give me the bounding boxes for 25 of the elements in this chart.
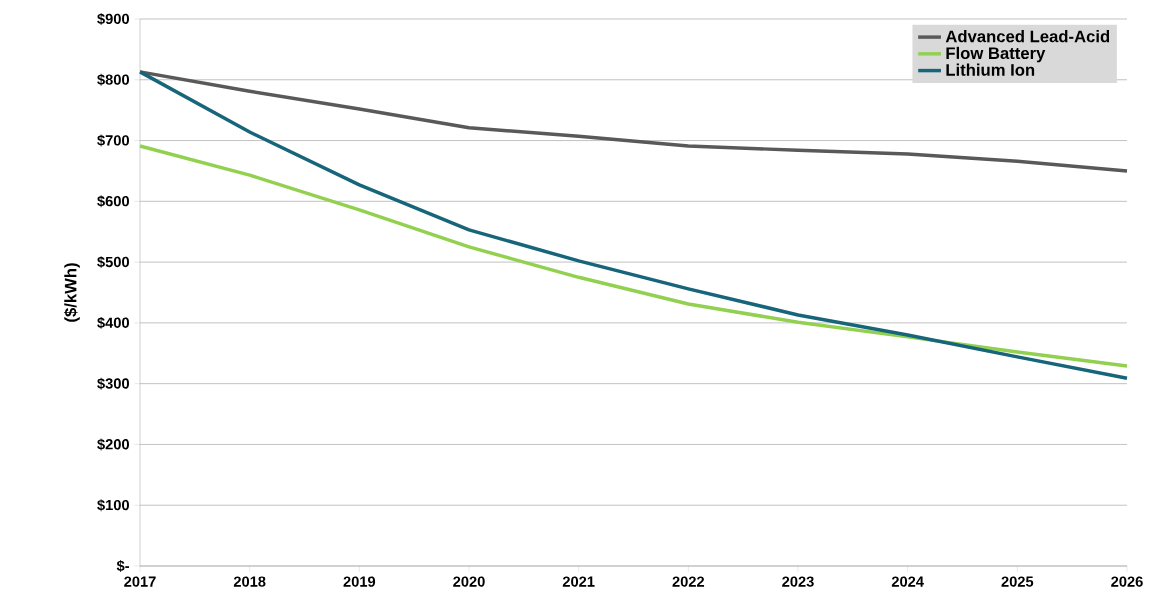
y-tick-label: $300: [97, 377, 129, 390]
line-series: [138, 144, 1129, 368]
y-axis-title: ($/kWh): [63, 263, 80, 322]
x-tick-label: 2023: [782, 576, 814, 587]
y-tick-label: $100: [97, 499, 129, 512]
y-tick-label: $-: [116, 560, 129, 572]
y-tick-label: $800: [97, 73, 129, 86]
y-tick-label: $400: [97, 316, 129, 329]
x-tick-label: 2018: [233, 576, 266, 587]
legend-label: Advanced Lead-Acid: [945, 30, 1110, 43]
y-tick-label: $200: [97, 438, 129, 451]
x-tick-label: 2019: [343, 576, 376, 587]
legend-label: Flow Battery: [946, 46, 1046, 63]
x-tick-label: 2022: [672, 576, 705, 587]
x-tick-label: 2017: [124, 576, 156, 587]
x-tick-label: 2020: [453, 576, 485, 587]
x-tick-label: 2025: [1001, 576, 1034, 587]
x-tick-label: 2026: [1111, 576, 1143, 587]
y-tick-label: $500: [97, 256, 129, 269]
y-tick-label: $700: [97, 134, 129, 147]
x-tick-label: 2021: [562, 576, 595, 587]
y-tick-label: $600: [97, 195, 129, 208]
y-tick-label: $900: [97, 13, 129, 25]
legend-label: Lithium Ion: [946, 63, 1035, 76]
x-tick-label: 2024: [891, 576, 924, 587]
